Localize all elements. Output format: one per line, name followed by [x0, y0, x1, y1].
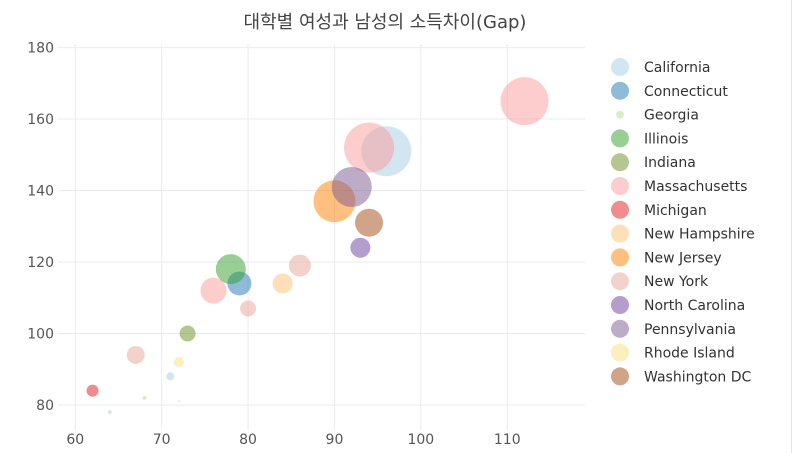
legend-marker — [611, 200, 629, 219]
y-tick-label: 140 — [27, 184, 54, 200]
bubble-michigan — [86, 384, 99, 397]
legend-label: New Jersey — [644, 250, 722, 266]
legend-label: Massachusetts — [644, 179, 747, 195]
y-tick-label: 160 — [27, 112, 54, 128]
legend-marker — [611, 248, 629, 267]
y-tick-label: 120 — [27, 255, 54, 271]
legend-marker — [611, 367, 629, 386]
x-tick-label: 110 — [494, 432, 521, 448]
bubble-new-hampshire — [272, 273, 293, 294]
legend-marker — [611, 319, 629, 338]
legend-label: New York — [644, 274, 709, 290]
bubble-washington-dc — [355, 208, 384, 237]
bubble-new-york — [288, 254, 311, 277]
bubble-california — [107, 410, 112, 415]
bubble-rhode-island — [173, 357, 184, 368]
y-tick-label: 180 — [27, 41, 54, 57]
legend-label: Connecticut — [644, 84, 728, 100]
legend-marker — [616, 110, 624, 119]
legend-marker — [611, 343, 629, 362]
legend-marker — [611, 129, 629, 148]
y-tick-label: 80 — [36, 398, 54, 414]
legend-marker — [611, 153, 629, 172]
bubble-massachusetts — [500, 77, 549, 126]
legend-label: North Carolina — [644, 298, 745, 314]
bubble-north-carolina — [350, 237, 371, 258]
right-divider — [791, 0, 792, 453]
legend-label: Michigan — [644, 203, 707, 219]
bubble-new-york — [126, 345, 145, 364]
bubble-pennsylvania — [331, 166, 372, 207]
legend-label: Washington DC — [644, 369, 752, 385]
legend-label: California — [644, 60, 710, 76]
legend-label: Rhode Island — [644, 346, 735, 362]
data-points — [86, 77, 549, 415]
legend-marker — [611, 81, 629, 100]
legend-label: Georgia — [644, 108, 699, 124]
legend-marker — [611, 58, 629, 76]
bubble-illinois — [215, 254, 246, 285]
bubble-california — [166, 372, 175, 381]
x-tick-label: 100 — [407, 432, 434, 448]
x-tick-label: 80 — [239, 432, 257, 448]
legend: California Connecticut Georgia Illinois Indi… — [611, 58, 755, 386]
bubble-indiana — [179, 325, 196, 342]
bubble-georgia — [142, 395, 147, 400]
bubble-massachusetts — [200, 277, 227, 304]
x-tick-label: 70 — [153, 432, 171, 448]
bubble-georgia — [177, 400, 180, 403]
legend-marker — [611, 224, 629, 243]
legend-label: New Hampshire — [644, 227, 755, 243]
x-tick-label: 90 — [326, 432, 344, 448]
y-tick-label: 100 — [27, 327, 54, 343]
legend-label: Pennsylvania — [644, 322, 736, 338]
legend-marker — [611, 177, 629, 195]
chart-title: 대학별 여성과 남성의 소득차이(Gap) — [244, 12, 527, 33]
legend-marker — [611, 272, 629, 291]
legend-marker — [611, 296, 629, 314]
bubble-new-york — [240, 300, 257, 317]
axes: 60 70 80 90 100 110 80 100 120 140 160 180 — [27, 41, 520, 448]
legend-label: Illinois — [644, 131, 688, 147]
legend-label: Indiana — [644, 155, 696, 171]
bubble-massachusetts — [344, 122, 395, 173]
x-tick-label: 60 — [66, 432, 84, 448]
